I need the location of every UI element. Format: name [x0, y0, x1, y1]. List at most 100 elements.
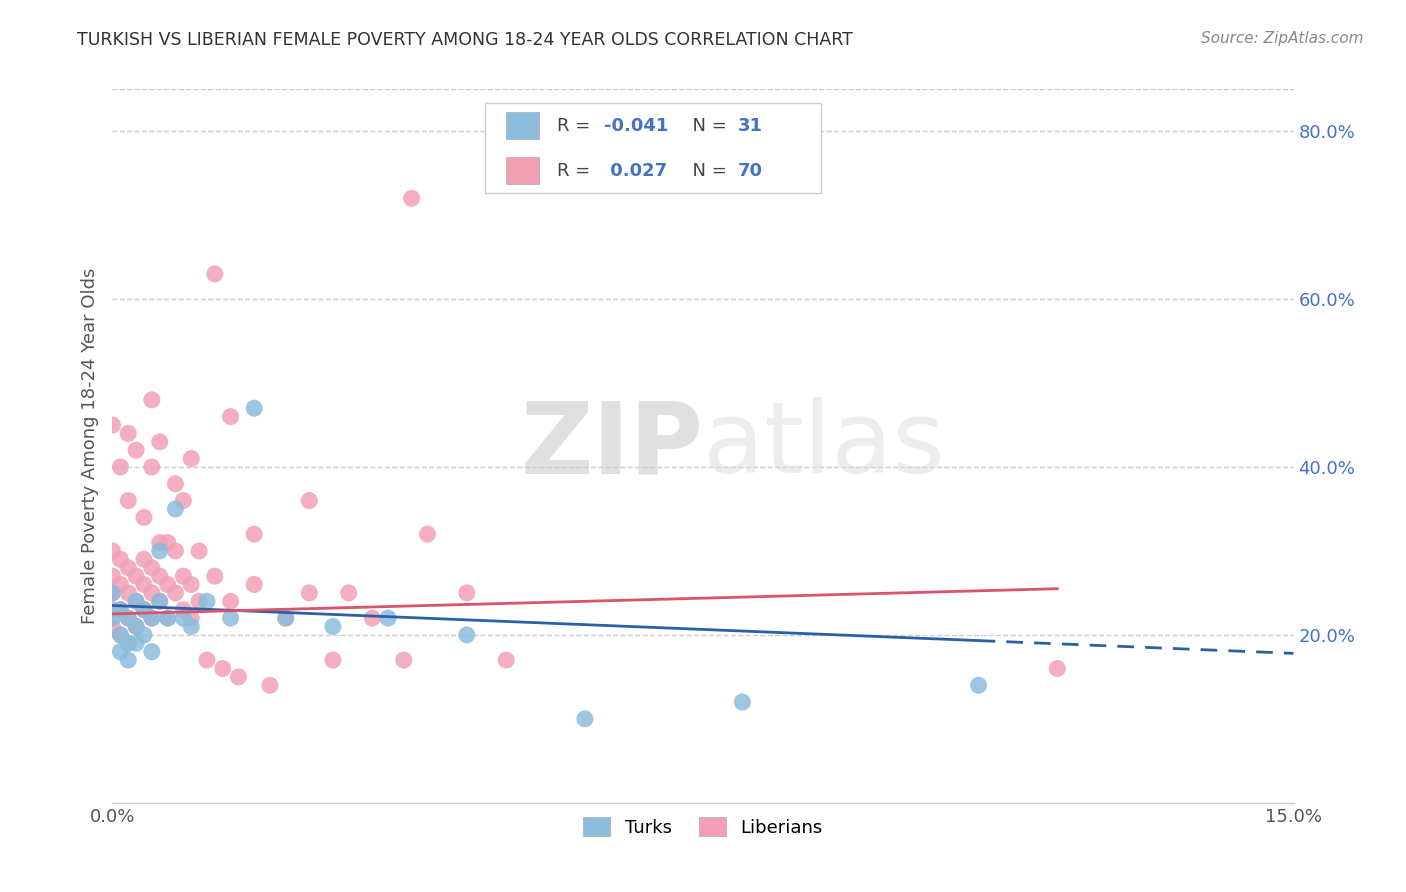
Point	[141, 560, 163, 574]
Text: Source: ZipAtlas.com: Source: ZipAtlas.com	[1201, 31, 1364, 46]
Point	[211, 661, 233, 675]
Point	[110, 628, 132, 642]
Point	[172, 603, 194, 617]
Point	[125, 619, 148, 633]
Point	[149, 544, 172, 558]
Point	[110, 628, 132, 642]
Point	[456, 628, 478, 642]
Point	[132, 552, 155, 566]
Point	[101, 603, 124, 617]
Text: ZIP: ZIP	[520, 398, 703, 494]
FancyBboxPatch shape	[506, 112, 540, 139]
Point	[1046, 661, 1069, 675]
Point	[141, 611, 163, 625]
Point	[574, 712, 596, 726]
Point	[101, 611, 124, 625]
Point	[101, 619, 124, 633]
Point	[204, 267, 226, 281]
Point	[377, 611, 399, 625]
Point	[110, 577, 132, 591]
Text: N =: N =	[681, 117, 733, 135]
Point	[731, 695, 754, 709]
Point	[117, 611, 139, 625]
Point	[141, 645, 163, 659]
Point	[132, 628, 155, 642]
Point	[165, 476, 187, 491]
Point	[361, 611, 384, 625]
Point	[243, 527, 266, 541]
Point	[165, 586, 187, 600]
Point	[149, 594, 172, 608]
Point	[101, 569, 124, 583]
Point	[132, 603, 155, 617]
Point	[101, 417, 124, 432]
Point	[117, 636, 139, 650]
Point	[125, 569, 148, 583]
Point	[110, 460, 132, 475]
Point	[132, 510, 155, 524]
Point	[188, 544, 211, 558]
Text: R =: R =	[557, 117, 596, 135]
Point	[228, 670, 250, 684]
Point	[495, 653, 517, 667]
Point	[101, 586, 124, 600]
Point	[117, 653, 139, 667]
Point	[219, 611, 242, 625]
Text: TURKISH VS LIBERIAN FEMALE POVERTY AMONG 18-24 YEAR OLDS CORRELATION CHART: TURKISH VS LIBERIAN FEMALE POVERTY AMONG…	[77, 31, 853, 49]
Point	[156, 611, 179, 625]
Point	[117, 493, 139, 508]
Point	[125, 619, 148, 633]
Point	[219, 594, 242, 608]
Point	[219, 409, 242, 424]
Point	[149, 535, 172, 549]
Point	[110, 645, 132, 659]
Point	[101, 586, 124, 600]
Point	[337, 586, 360, 600]
Point	[322, 619, 344, 633]
Point	[141, 460, 163, 475]
Point	[967, 678, 990, 692]
Text: 0.027: 0.027	[605, 161, 668, 179]
Y-axis label: Female Poverty Among 18-24 Year Olds: Female Poverty Among 18-24 Year Olds	[80, 268, 98, 624]
Point	[125, 594, 148, 608]
Point	[195, 653, 218, 667]
Point	[180, 577, 202, 591]
Point	[141, 392, 163, 407]
Point	[156, 577, 179, 591]
Point	[322, 653, 344, 667]
Point	[172, 493, 194, 508]
Point	[392, 653, 415, 667]
Point	[110, 603, 132, 617]
Point	[274, 611, 297, 625]
Point	[132, 577, 155, 591]
Point	[141, 611, 163, 625]
Text: R =: R =	[557, 161, 596, 179]
Point	[165, 544, 187, 558]
Point	[132, 603, 155, 617]
FancyBboxPatch shape	[485, 103, 821, 193]
Point	[298, 493, 321, 508]
Text: atlas: atlas	[703, 398, 945, 494]
Point	[172, 611, 194, 625]
Point	[110, 603, 132, 617]
Point	[188, 594, 211, 608]
Point	[180, 451, 202, 466]
Point	[165, 502, 187, 516]
Point	[298, 586, 321, 600]
Point	[149, 594, 172, 608]
Point	[416, 527, 439, 541]
Point	[156, 611, 179, 625]
Point	[195, 594, 218, 608]
FancyBboxPatch shape	[506, 157, 540, 184]
Point	[117, 636, 139, 650]
Legend: Turks, Liberians: Turks, Liberians	[576, 810, 830, 844]
Point	[125, 443, 148, 458]
Point	[117, 611, 139, 625]
Point	[117, 426, 139, 441]
Point	[456, 586, 478, 600]
Point	[401, 191, 423, 205]
Point	[110, 552, 132, 566]
Point	[204, 569, 226, 583]
Point	[243, 401, 266, 416]
Point	[149, 434, 172, 449]
